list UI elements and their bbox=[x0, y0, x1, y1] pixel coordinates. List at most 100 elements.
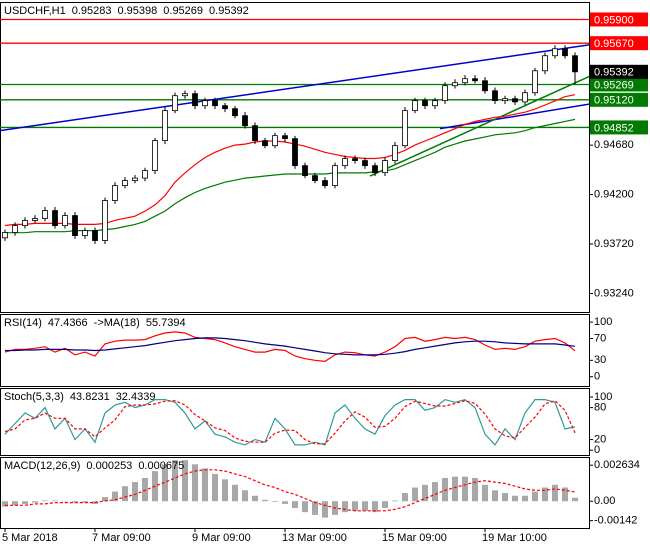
y-tick-label: -0.00142 bbox=[594, 515, 637, 527]
candle-body bbox=[552, 48, 558, 57]
histogram-bar bbox=[182, 460, 188, 502]
histogram-bar bbox=[172, 460, 178, 502]
histogram-bar bbox=[502, 493, 508, 502]
candle-body bbox=[202, 100, 208, 107]
candle-body bbox=[472, 78, 478, 82]
histogram-bar bbox=[312, 501, 318, 515]
candle-body bbox=[532, 70, 538, 94]
histogram-bar bbox=[242, 490, 248, 502]
histogram-bar bbox=[142, 477, 148, 502]
candle-body bbox=[162, 110, 168, 142]
series-last-value: 0.000253 bbox=[86, 460, 132, 472]
panel-plot bbox=[2, 460, 578, 518]
candle-body bbox=[22, 220, 28, 226]
level-label: 0.95670 bbox=[594, 38, 634, 50]
histogram-bar bbox=[552, 484, 558, 502]
panel-plot bbox=[4, 398, 576, 446]
histogram-bar bbox=[2, 501, 8, 507]
trend-line bbox=[369, 75, 589, 177]
y-tick-label: 0 bbox=[594, 371, 600, 383]
histogram-bar bbox=[132, 482, 138, 502]
level-label: 0.95900 bbox=[594, 14, 634, 26]
candle-body bbox=[212, 100, 218, 107]
series-last-value: 43.8231 bbox=[70, 391, 110, 403]
series-line bbox=[5, 469, 576, 512]
histogram-bar bbox=[262, 499, 268, 502]
candle-body bbox=[372, 165, 378, 174]
panel-plot bbox=[0, 18, 589, 245]
candle-body bbox=[522, 92, 528, 103]
series-last-value: 0.000675 bbox=[138, 460, 184, 472]
histogram-bar bbox=[572, 497, 578, 502]
histogram-bar bbox=[42, 500, 48, 502]
histogram-bar bbox=[512, 495, 518, 502]
candle-body bbox=[422, 100, 428, 107]
y-tick-label: 80 bbox=[594, 402, 606, 414]
series-last-value: 32.4339 bbox=[116, 391, 156, 403]
candle-body bbox=[442, 85, 448, 102]
histogram-bar bbox=[272, 501, 278, 502]
x-tick-label: 15 Mar 09:00 bbox=[382, 532, 447, 544]
candle-body bbox=[312, 175, 318, 181]
candle-body bbox=[92, 230, 98, 241]
y-tick-label: 100 bbox=[594, 391, 612, 403]
y-tick-label: 0.93720 bbox=[594, 238, 634, 250]
series-line bbox=[5, 118, 576, 234]
trend-line bbox=[0, 44, 589, 132]
header-value: 0.95269 bbox=[163, 5, 203, 17]
histogram-bar bbox=[382, 501, 388, 509]
candle-body bbox=[462, 78, 468, 84]
level-label: 0.95269 bbox=[594, 79, 634, 91]
level-label-box bbox=[590, 12, 648, 27]
candle-body bbox=[452, 82, 458, 87]
histogram-bar bbox=[112, 491, 118, 502]
candle-body bbox=[102, 200, 108, 241]
x-tick-label: 7 Mar 09:00 bbox=[92, 532, 151, 544]
candle-body bbox=[222, 105, 228, 110]
series-name: ->MA(18) bbox=[94, 317, 140, 329]
level-label-box bbox=[590, 120, 648, 135]
candle-body bbox=[42, 210, 48, 219]
header-value: 0.95392 bbox=[209, 5, 249, 17]
histogram-bar bbox=[72, 501, 78, 503]
series-name: RSI(14) bbox=[4, 317, 42, 329]
histogram-bar bbox=[302, 501, 308, 513]
panel-title: USDCHF,H1 bbox=[4, 5, 66, 17]
y-tick-label: 0.93240 bbox=[594, 287, 634, 299]
candle-body bbox=[412, 100, 418, 112]
histogram-bar bbox=[192, 464, 198, 502]
candle-body bbox=[72, 215, 78, 236]
histogram-bar bbox=[522, 495, 528, 502]
candle-body bbox=[342, 158, 348, 167]
histogram-bar bbox=[482, 484, 488, 502]
price-panel bbox=[0, 2, 590, 313]
candle-body bbox=[32, 218, 38, 221]
candle-body bbox=[502, 98, 508, 102]
candle-body bbox=[302, 165, 308, 177]
x-tick-label: 13 Mar 09:00 bbox=[282, 532, 347, 544]
histogram-bar bbox=[282, 501, 288, 504]
histogram-bar bbox=[462, 476, 468, 502]
histogram-bar bbox=[432, 482, 438, 502]
histogram-bar bbox=[252, 495, 258, 502]
candle-body bbox=[182, 93, 188, 97]
y-tick-label: 30 bbox=[594, 354, 606, 366]
candle-body bbox=[172, 95, 178, 112]
y-tick-label: 0 bbox=[594, 444, 600, 456]
candle-body bbox=[272, 135, 278, 147]
histogram-bar bbox=[12, 501, 18, 506]
level-label-box bbox=[590, 92, 648, 107]
candle-body bbox=[512, 98, 518, 103]
stoch-panel bbox=[0, 388, 590, 456]
candle-body bbox=[262, 140, 268, 147]
series-last-value: 47.4366 bbox=[48, 317, 88, 329]
candle-body bbox=[392, 145, 398, 161]
histogram-bar bbox=[222, 479, 228, 502]
histogram-bar bbox=[322, 501, 328, 518]
series-line bbox=[5, 337, 576, 356]
level-label: 0.94852 bbox=[594, 122, 634, 134]
histogram-bar bbox=[532, 491, 538, 502]
current-price-label: 0.95392 bbox=[594, 67, 634, 79]
histogram-bar bbox=[372, 501, 378, 513]
